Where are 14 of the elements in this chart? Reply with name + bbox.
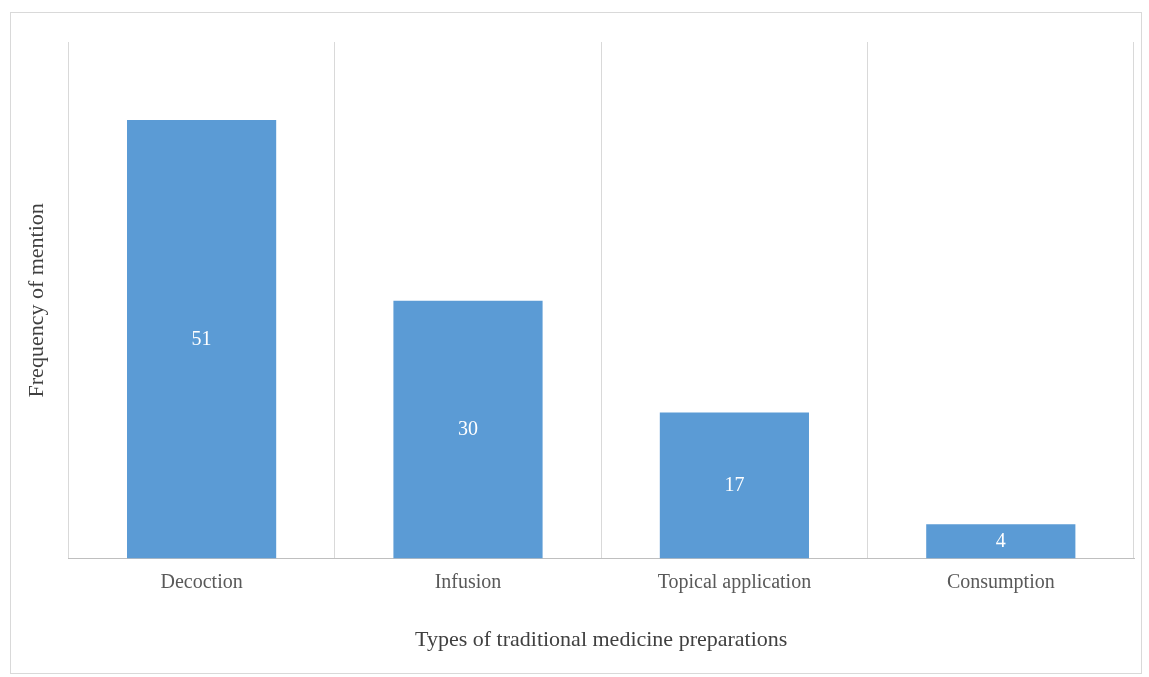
data-label: 4 [995, 528, 1006, 551]
bar [926, 524, 1076, 559]
bar [393, 300, 543, 559]
x-tick-label: Consumption [946, 569, 1055, 593]
data-label: 51 [191, 326, 212, 349]
bar [659, 412, 809, 559]
bar [127, 120, 277, 559]
data-label: 30 [458, 416, 478, 439]
x-tick-label: Topical application [657, 569, 812, 593]
x-tick-label: Decoction [160, 569, 243, 592]
x-tick-label: Infusion [434, 569, 502, 592]
x-axis-title: Types of traditional medicine preparations [415, 625, 788, 651]
data-label: 17 [724, 472, 745, 495]
y-axis-title: Frequency of mention [22, 203, 48, 398]
